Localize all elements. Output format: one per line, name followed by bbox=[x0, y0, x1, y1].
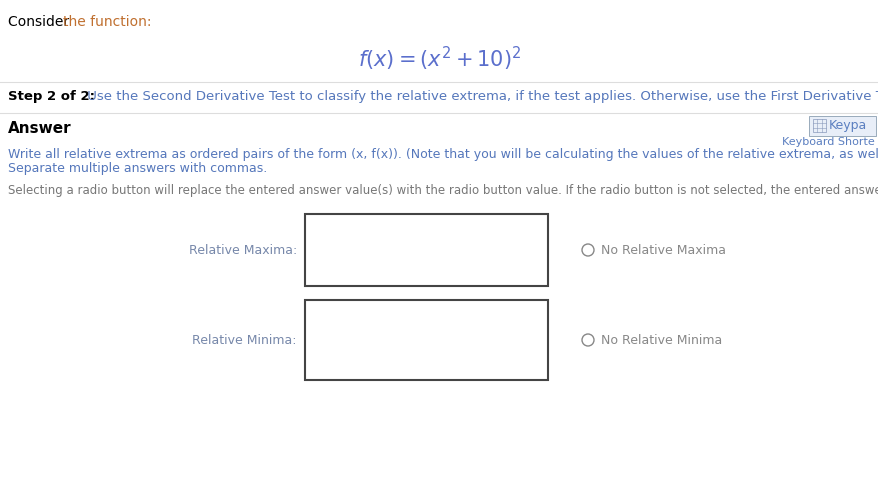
Bar bbox=[305, 214, 547, 286]
Text: Relative Minima:: Relative Minima: bbox=[192, 333, 297, 346]
Bar bbox=[305, 300, 547, 380]
Text: No Relative Maxima: No Relative Maxima bbox=[601, 244, 725, 256]
Text: Keypa: Keypa bbox=[828, 119, 867, 132]
Text: Answer: Answer bbox=[8, 121, 71, 136]
Text: Write all relative extrema as ordered pairs of the form (x, f(x)). (Note that yo: Write all relative extrema as ordered pa… bbox=[8, 148, 878, 161]
Text: Separate multiple answers with commas.: Separate multiple answers with commas. bbox=[8, 162, 267, 175]
Text: Step 2 of 2:: Step 2 of 2: bbox=[8, 90, 95, 103]
Circle shape bbox=[581, 334, 594, 346]
Text: Relative Maxima:: Relative Maxima: bbox=[189, 244, 297, 256]
FancyBboxPatch shape bbox=[808, 116, 875, 136]
Text: Use the Second Derivative Test to classify the relative extrema, if the test app: Use the Second Derivative Test to classi… bbox=[83, 90, 878, 103]
Text: the function:: the function: bbox=[63, 15, 151, 29]
Text: Consider: Consider bbox=[8, 15, 74, 29]
Text: Keyboard Shorte: Keyboard Shorte bbox=[781, 137, 874, 147]
Text: $f(x) = (x^2 + 10)^2$: $f(x) = (x^2 + 10)^2$ bbox=[358, 45, 522, 73]
Text: Selecting a radio button will replace the entered answer value(s) with the radio: Selecting a radio button will replace th… bbox=[8, 184, 878, 197]
Circle shape bbox=[581, 244, 594, 256]
Bar bbox=[812, 119, 825, 132]
Text: No Relative Minima: No Relative Minima bbox=[601, 333, 722, 346]
